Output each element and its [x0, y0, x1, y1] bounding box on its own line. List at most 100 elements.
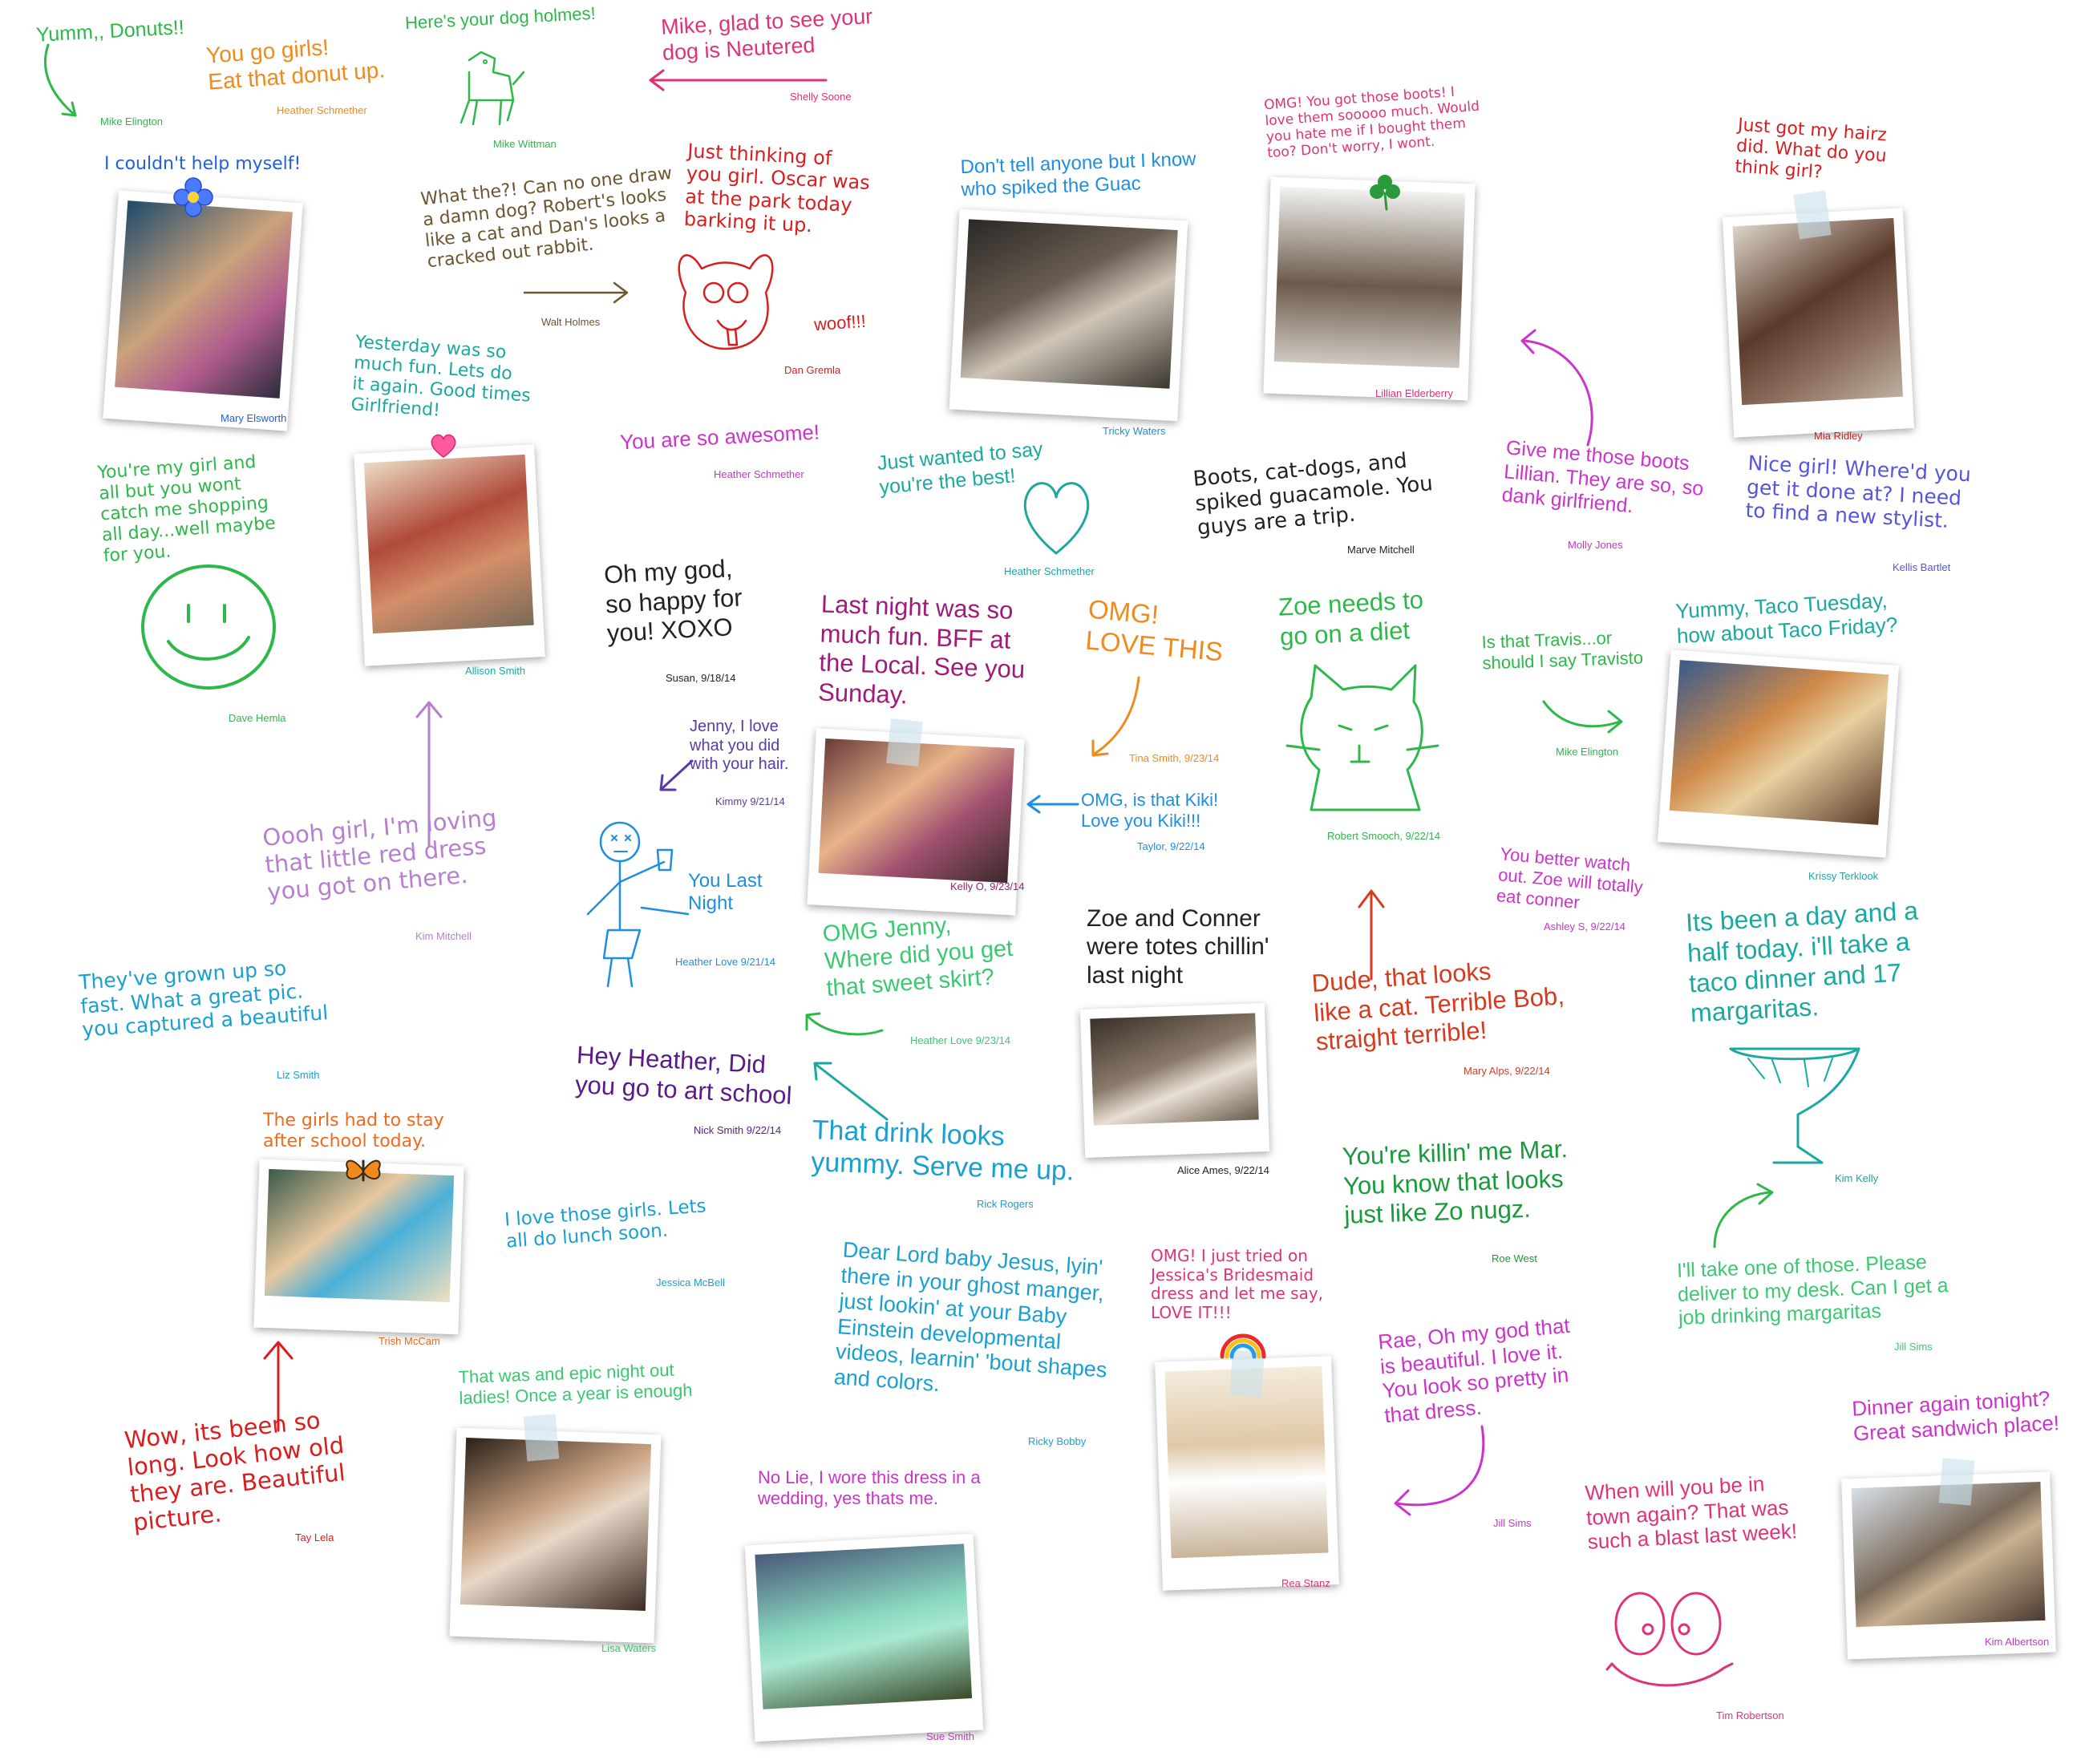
note-signature: Tay Lela	[295, 1531, 334, 1544]
note-signature: Heather Schmether	[1004, 565, 1095, 577]
note-text: Zoe and Conner were totes chillin' last …	[1087, 905, 1269, 989]
rainbow-sticker-icon	[1220, 1333, 1266, 1359]
arrow-left-icon	[649, 69, 828, 91]
arrow-up-left-icon	[813, 1062, 889, 1121]
tape-strip	[886, 718, 923, 767]
photo-friends-shopping[interactable]	[354, 444, 545, 666]
arrow-curved-up-icon	[1520, 329, 1593, 447]
note-signature: Trish McCam	[379, 1335, 440, 1347]
note-signature: Tim Robertson	[1716, 1709, 1784, 1722]
note-signature: Jill Sims	[1493, 1517, 1532, 1529]
note-text: Its been a day and a half today. i'll ta…	[1685, 896, 1919, 1028]
arrow-up-red-bottom-icon	[263, 1341, 294, 1432]
note-signature: Dave Hemla	[229, 712, 286, 724]
arrow-down-left-small-icon	[659, 759, 694, 791]
heart-sticker-icon	[431, 434, 456, 458]
note-text: You Last Night	[688, 870, 763, 915]
note-text: Don't tell anyone but I know who spiked …	[960, 148, 1196, 201]
margarita-glass-drawing-icon	[1729, 1047, 1860, 1164]
note-text: That drink looks yummy. Serve me up.	[810, 1115, 1075, 1187]
arrow-up-red-icon	[1358, 889, 1385, 981]
note-signature: Marve Mitchell	[1347, 544, 1415, 556]
note-signature: Lisa Waters	[601, 1642, 657, 1654]
note-text: What the?! Can no one draw a damn dog? R…	[419, 163, 674, 273]
note-signature: Susan, 9/18/14	[666, 672, 736, 684]
smiley-face-icon	[141, 564, 276, 690]
note-text: Just thinking of you girl. Oscar was at …	[683, 140, 871, 237]
note-signature: Kelly O, 9/23/14	[950, 880, 1025, 892]
note-signature: Ricky Bobby	[1028, 1435, 1087, 1447]
note-text: Yesterday was so much fun. Lets do it ag…	[350, 332, 532, 421]
note-text: No Lie, I wore this dress in a wedding, …	[758, 1467, 981, 1508]
note-text: Oooh girl, I'm loving that little red dr…	[261, 803, 498, 906]
photo-dog-and-baby[interactable]	[1079, 1003, 1270, 1158]
note-signature: Alice Ames, 9/22/14	[1177, 1164, 1269, 1176]
photo-taco-friends[interactable]	[1657, 649, 1900, 858]
note-text: Just got my hairz did. What do you think…	[1734, 115, 1888, 183]
note-signature: Liz Smith	[277, 1069, 320, 1081]
note-text: You're killin' me Mar. You know that loo…	[1342, 1135, 1569, 1230]
arrow-curved-down-icon	[43, 43, 77, 117]
arrow-curved-right-icon	[1542, 700, 1623, 734]
photo-selfie-hair[interactable]	[1722, 208, 1915, 438]
note-signature: Kimmy 9/21/14	[715, 795, 785, 807]
tape-strip	[1938, 1458, 1975, 1506]
note-signature: Krissy Terklook	[1808, 870, 1879, 882]
note-signature: Kellis Bartlet	[1893, 561, 1951, 573]
note-text: That was and epic night out ladies! Once…	[458, 1359, 693, 1409]
note-signature: Sue Smith	[926, 1730, 974, 1742]
note-signature: Jill Sims	[1894, 1341, 1933, 1353]
note-signature: Tricky Waters	[1103, 425, 1166, 437]
note-text: I couldn't help myself!	[104, 154, 302, 174]
note-signature: Mike Elington	[100, 115, 164, 127]
note-signature: Heather Love 9/21/14	[675, 956, 776, 968]
note-text: OMG! I just tried on Jessica's Bridesmai…	[1151, 1246, 1324, 1322]
heart-outline-icon	[1023, 482, 1090, 555]
note-signature: Heather Schmether	[277, 104, 367, 116]
note-text: OMG! LOVE THIS	[1084, 593, 1225, 667]
note-text: They've grown up so fast. What a great p…	[78, 956, 330, 1042]
note-signature: Taylor, 9/22/14	[1137, 840, 1205, 852]
note-text: Hey Heather, Did you go to art school	[574, 1040, 793, 1110]
note-text: Dude, that looks like a cat. Terrible Bo…	[1310, 957, 1565, 1056]
arrow-up-right-curved-icon	[1713, 1183, 1774, 1248]
note-text: Yummy, Taco Tuesday, how about Taco Frid…	[1674, 588, 1898, 648]
note-signature: Allison Smith	[465, 665, 526, 677]
note-signature: Mia Ridley	[1814, 430, 1863, 442]
tape-strip	[523, 1414, 560, 1462]
note-signature: Ashley S, 9/22/14	[1544, 920, 1625, 933]
rabbit-dog-drawing-icon	[678, 254, 774, 350]
note-text: Give me those boots Lillian. They are so…	[1500, 436, 1705, 518]
note-signature: Mike Wittman	[493, 138, 557, 150]
photo-guac-party[interactable]	[949, 208, 1188, 422]
cat-drawing-icon	[1285, 664, 1439, 811]
note-signature: Molly Jones	[1568, 539, 1623, 551]
note-text: The girls had to stay after school today…	[263, 1111, 444, 1151]
note-signature: Mike Elington	[1556, 746, 1619, 758]
note-text: Here's your dog holmes!	[404, 2, 597, 34]
note-text: Zoe needs to go on a diet	[1277, 585, 1424, 651]
butterfly-sticker-icon	[346, 1159, 381, 1182]
note-text: Nice girl! Where'd you get it done at? I…	[1744, 451, 1972, 532]
clover-sticker-icon	[1370, 175, 1400, 211]
photo-bridesmaids[interactable]	[744, 1533, 984, 1742]
note-text: Jenny, I love what you did with your hai…	[690, 718, 789, 774]
note-signature: Heather Love 9/23/14	[910, 1034, 1011, 1046]
note-signature: Dan Gremla	[784, 364, 841, 376]
photo-epic-night[interactable]	[449, 1427, 662, 1644]
note-signature: Rea Stanz	[1281, 1577, 1330, 1589]
woof-label: woof!!!	[813, 310, 867, 335]
tape-strip	[1793, 190, 1832, 240]
note-signature: Jessica McBell	[656, 1276, 725, 1289]
note-text: Is that Travis...or should I say Travist…	[1481, 627, 1644, 674]
note-text: Rae, Oh my god that is beautiful. I love…	[1377, 1313, 1571, 1428]
note-text: Boots, cat-dogs, and spiked guacamole. Y…	[1192, 448, 1434, 541]
note-text: You are so awesome!	[619, 419, 820, 455]
arrow-curved-left-icon	[805, 1012, 884, 1036]
dog-drawing-icon	[460, 51, 525, 126]
arrow-curved-down-left-icon	[1091, 676, 1140, 757]
note-signature: Roe West	[1492, 1252, 1537, 1264]
note-text: Oh my god, so happy for you! XOXO	[603, 554, 743, 648]
photo-donut-girl[interactable]	[103, 190, 303, 431]
note-text: You're my girl and all but you wont catc…	[96, 451, 277, 567]
